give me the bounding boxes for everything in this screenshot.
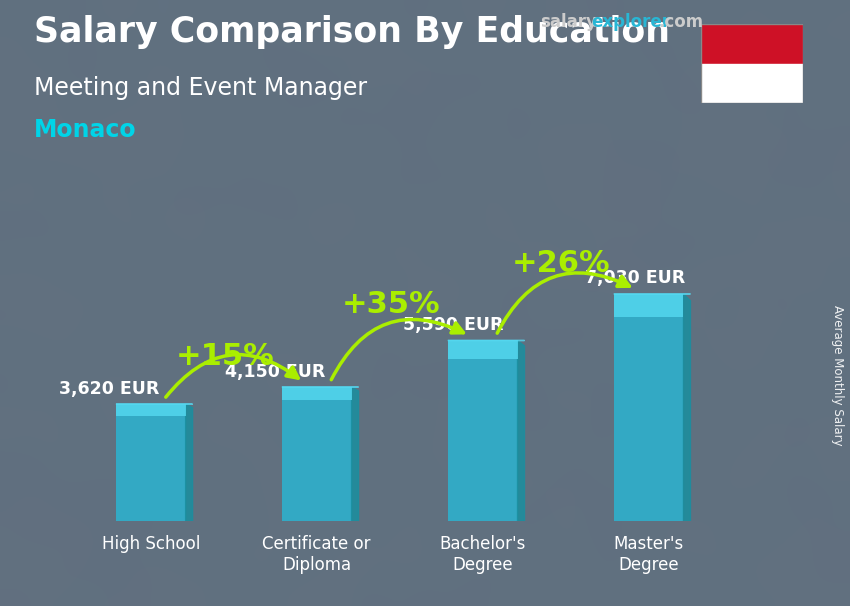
Text: 7,030 EUR: 7,030 EUR: [586, 270, 685, 287]
Bar: [282, 387, 352, 401]
Text: Salary Comparison By Education: Salary Comparison By Education: [34, 15, 670, 49]
Bar: [614, 294, 683, 521]
Text: +15%: +15%: [176, 342, 275, 371]
Text: Monaco: Monaco: [34, 118, 137, 142]
Text: Meeting and Event Manager: Meeting and Event Manager: [34, 76, 367, 100]
Text: Average Monthly Salary: Average Monthly Salary: [830, 305, 844, 446]
Text: +35%: +35%: [342, 290, 440, 319]
Bar: [282, 387, 352, 521]
Bar: [448, 341, 518, 359]
Bar: [701, 24, 803, 64]
Text: .com: .com: [659, 13, 704, 32]
Text: salary: salary: [540, 13, 597, 32]
Bar: [116, 404, 185, 521]
Text: +26%: +26%: [512, 248, 610, 278]
Polygon shape: [352, 387, 359, 521]
Polygon shape: [518, 341, 524, 521]
Text: 4,150 EUR: 4,150 EUR: [225, 362, 326, 381]
Text: 5,590 EUR: 5,590 EUR: [403, 316, 503, 334]
Text: explorer: explorer: [591, 13, 670, 32]
Bar: [116, 404, 185, 416]
Bar: [448, 341, 518, 521]
Polygon shape: [683, 294, 690, 521]
Polygon shape: [185, 404, 193, 521]
Bar: [614, 294, 683, 317]
Bar: [701, 64, 803, 103]
Text: 3,620 EUR: 3,620 EUR: [60, 380, 160, 398]
